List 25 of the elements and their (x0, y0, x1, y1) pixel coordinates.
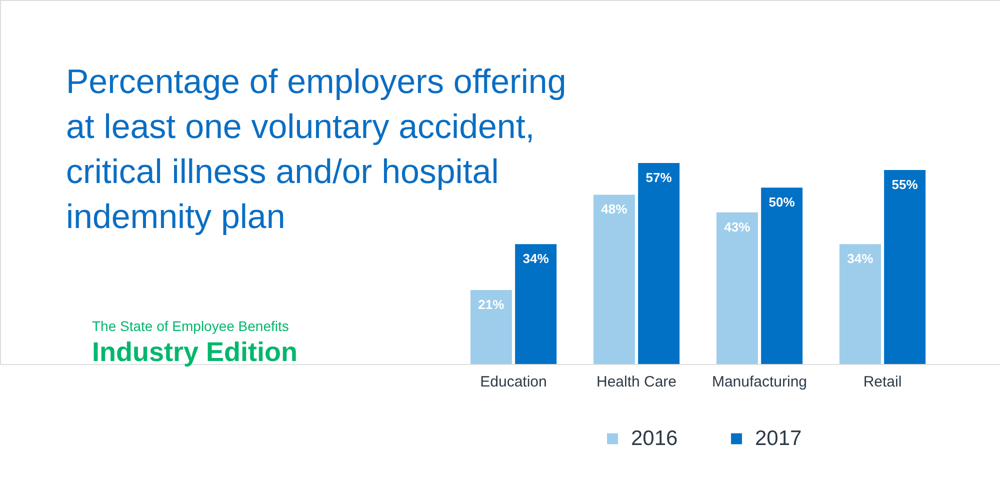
bar (593, 194, 635, 364)
text: Industry Edition (92, 337, 298, 367)
text: The State of Employee Benefits (92, 318, 289, 334)
data-label: 34% (522, 251, 550, 266)
data-label: 48% (601, 202, 628, 217)
bar (884, 170, 926, 364)
x-tick-label: Education (480, 374, 547, 390)
bar (638, 163, 680, 364)
data-label: 55% (892, 177, 918, 192)
data-label: 57% (646, 170, 672, 185)
bar (839, 244, 881, 364)
bar (470, 290, 512, 364)
data-label: 34% (847, 251, 874, 266)
data-label: 43% (724, 219, 751, 234)
x-tick-label: Health Care (596, 374, 677, 390)
data-label: 21% (478, 296, 505, 312)
legend-label: 2016 (631, 426, 678, 450)
legend-label: 2017 (755, 426, 802, 450)
data-label: 50% (768, 194, 796, 210)
x-tick-label: Manufacturing (712, 374, 808, 390)
x-tick-label: Retail (863, 374, 902, 390)
bar (761, 188, 803, 364)
chart-title: Percentage of employers offering at least one voluntary accident, critical illness and/or hospital indemnity plan (66, 63, 566, 236)
bar (515, 244, 557, 364)
bar (716, 212, 758, 364)
